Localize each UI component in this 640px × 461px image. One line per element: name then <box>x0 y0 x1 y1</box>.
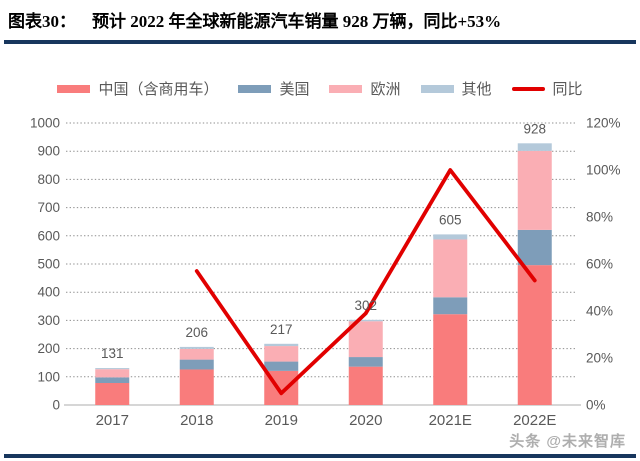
bar-segment <box>264 343 299 347</box>
legend: 中国（含商用车） 美国 欧洲 其他 同比 <box>0 78 640 99</box>
watermark: 头条 @未来智库 <box>509 433 626 450</box>
bar-segment <box>433 234 468 240</box>
left-axis-tick-label: 900 <box>37 144 60 159</box>
bar-segment <box>517 229 552 266</box>
bar-value-label: 131 <box>101 346 124 361</box>
bar-value-label: 206 <box>185 325 208 340</box>
bar-segment <box>179 346 214 349</box>
bar-value-label: 217 <box>270 322 293 337</box>
legend-label: 欧洲 <box>370 81 401 98</box>
left-axis-tick-label: 600 <box>37 228 60 243</box>
legend-label: 美国 <box>279 81 310 98</box>
left-axis-tick-label: 400 <box>37 285 60 300</box>
bar-segment <box>433 297 468 315</box>
bar-value-label: 928 <box>523 121 546 136</box>
left-axis-tick-label: 0 <box>52 398 60 413</box>
right-axis-tick-label: 100% <box>586 163 621 178</box>
bar-segment <box>95 377 130 384</box>
legend-label: 中国（含商用车） <box>98 81 219 98</box>
left-axis-tick-label: 500 <box>37 257 60 272</box>
x-axis-category-label: 2022E <box>513 412 556 429</box>
legend-swatch-icon <box>238 84 272 93</box>
left-axis-tick-label: 700 <box>37 200 60 215</box>
legend-label: 同比 <box>552 81 583 98</box>
bar-segment <box>264 361 299 371</box>
left-axis-tick-label: 1000 <box>30 116 60 131</box>
bar-segment <box>517 150 552 230</box>
bar-value-label: 605 <box>439 212 462 227</box>
bar-segment <box>179 359 214 370</box>
bar-segment <box>348 366 383 405</box>
bar-value-label: 302 <box>354 298 377 313</box>
right-axis-tick-label: 60% <box>586 257 613 272</box>
left-axis-tick-label: 200 <box>37 341 60 356</box>
left-axis-tick-label: 800 <box>37 172 60 187</box>
x-axis-category-label: 2018 <box>180 412 213 429</box>
left-axis-tick-label: 300 <box>37 313 60 328</box>
x-axis-category-label: 2019 <box>265 412 298 429</box>
legend-swatch-icon <box>57 84 91 93</box>
legend-item: 美国 <box>238 78 309 99</box>
right-axis-tick-label: 40% <box>586 304 613 319</box>
legend-label: 其他 <box>461 81 492 98</box>
legend-item: 其他 <box>420 78 492 99</box>
bar-segment <box>517 265 552 405</box>
figure-caption: 预计 2022 年全球新能源汽车销量 928 万辆，同比+53% <box>92 12 502 31</box>
right-axis-tick-label: 20% <box>586 351 613 366</box>
bar-segment <box>348 319 383 322</box>
x-axis-category-label: 2017 <box>96 412 129 429</box>
left-axis-tick-label: 100 <box>37 369 60 384</box>
yoy-line <box>194 168 537 396</box>
figure-number: 图表30： <box>8 12 76 31</box>
right-axis-tick-label: 120% <box>586 116 621 131</box>
legend-item: 中国（含商用车） <box>57 78 218 99</box>
bar-segment <box>264 346 299 362</box>
legend-swatch-icon <box>329 84 363 93</box>
legend-swatch-icon <box>420 84 454 93</box>
right-axis-tick-label: 80% <box>586 210 613 225</box>
figure-title: 图表30： 预计 2022 年全球新能源汽车销量 928 万辆，同比+53% <box>8 7 632 32</box>
x-axis-category-label: 2020 <box>349 412 382 429</box>
bar-segment <box>348 357 383 367</box>
bar-segment <box>95 383 130 405</box>
legend-item: 同比 <box>511 78 583 99</box>
legend-item: 欧洲 <box>329 78 401 99</box>
bar-segment <box>95 369 130 378</box>
top-divider <box>4 40 636 44</box>
legend-swatch-icon <box>511 86 545 91</box>
bar-segment <box>348 321 383 358</box>
bar-segment <box>433 239 468 298</box>
bar-segment <box>179 348 214 360</box>
bar-segment <box>95 368 130 370</box>
x-axis-category-label: 2021E <box>429 412 472 429</box>
right-axis-tick-label: 0% <box>586 398 606 413</box>
bar-segment <box>517 143 552 151</box>
bar-segment <box>433 314 468 405</box>
bar-segment <box>179 369 214 405</box>
bottom-divider <box>4 454 636 458</box>
